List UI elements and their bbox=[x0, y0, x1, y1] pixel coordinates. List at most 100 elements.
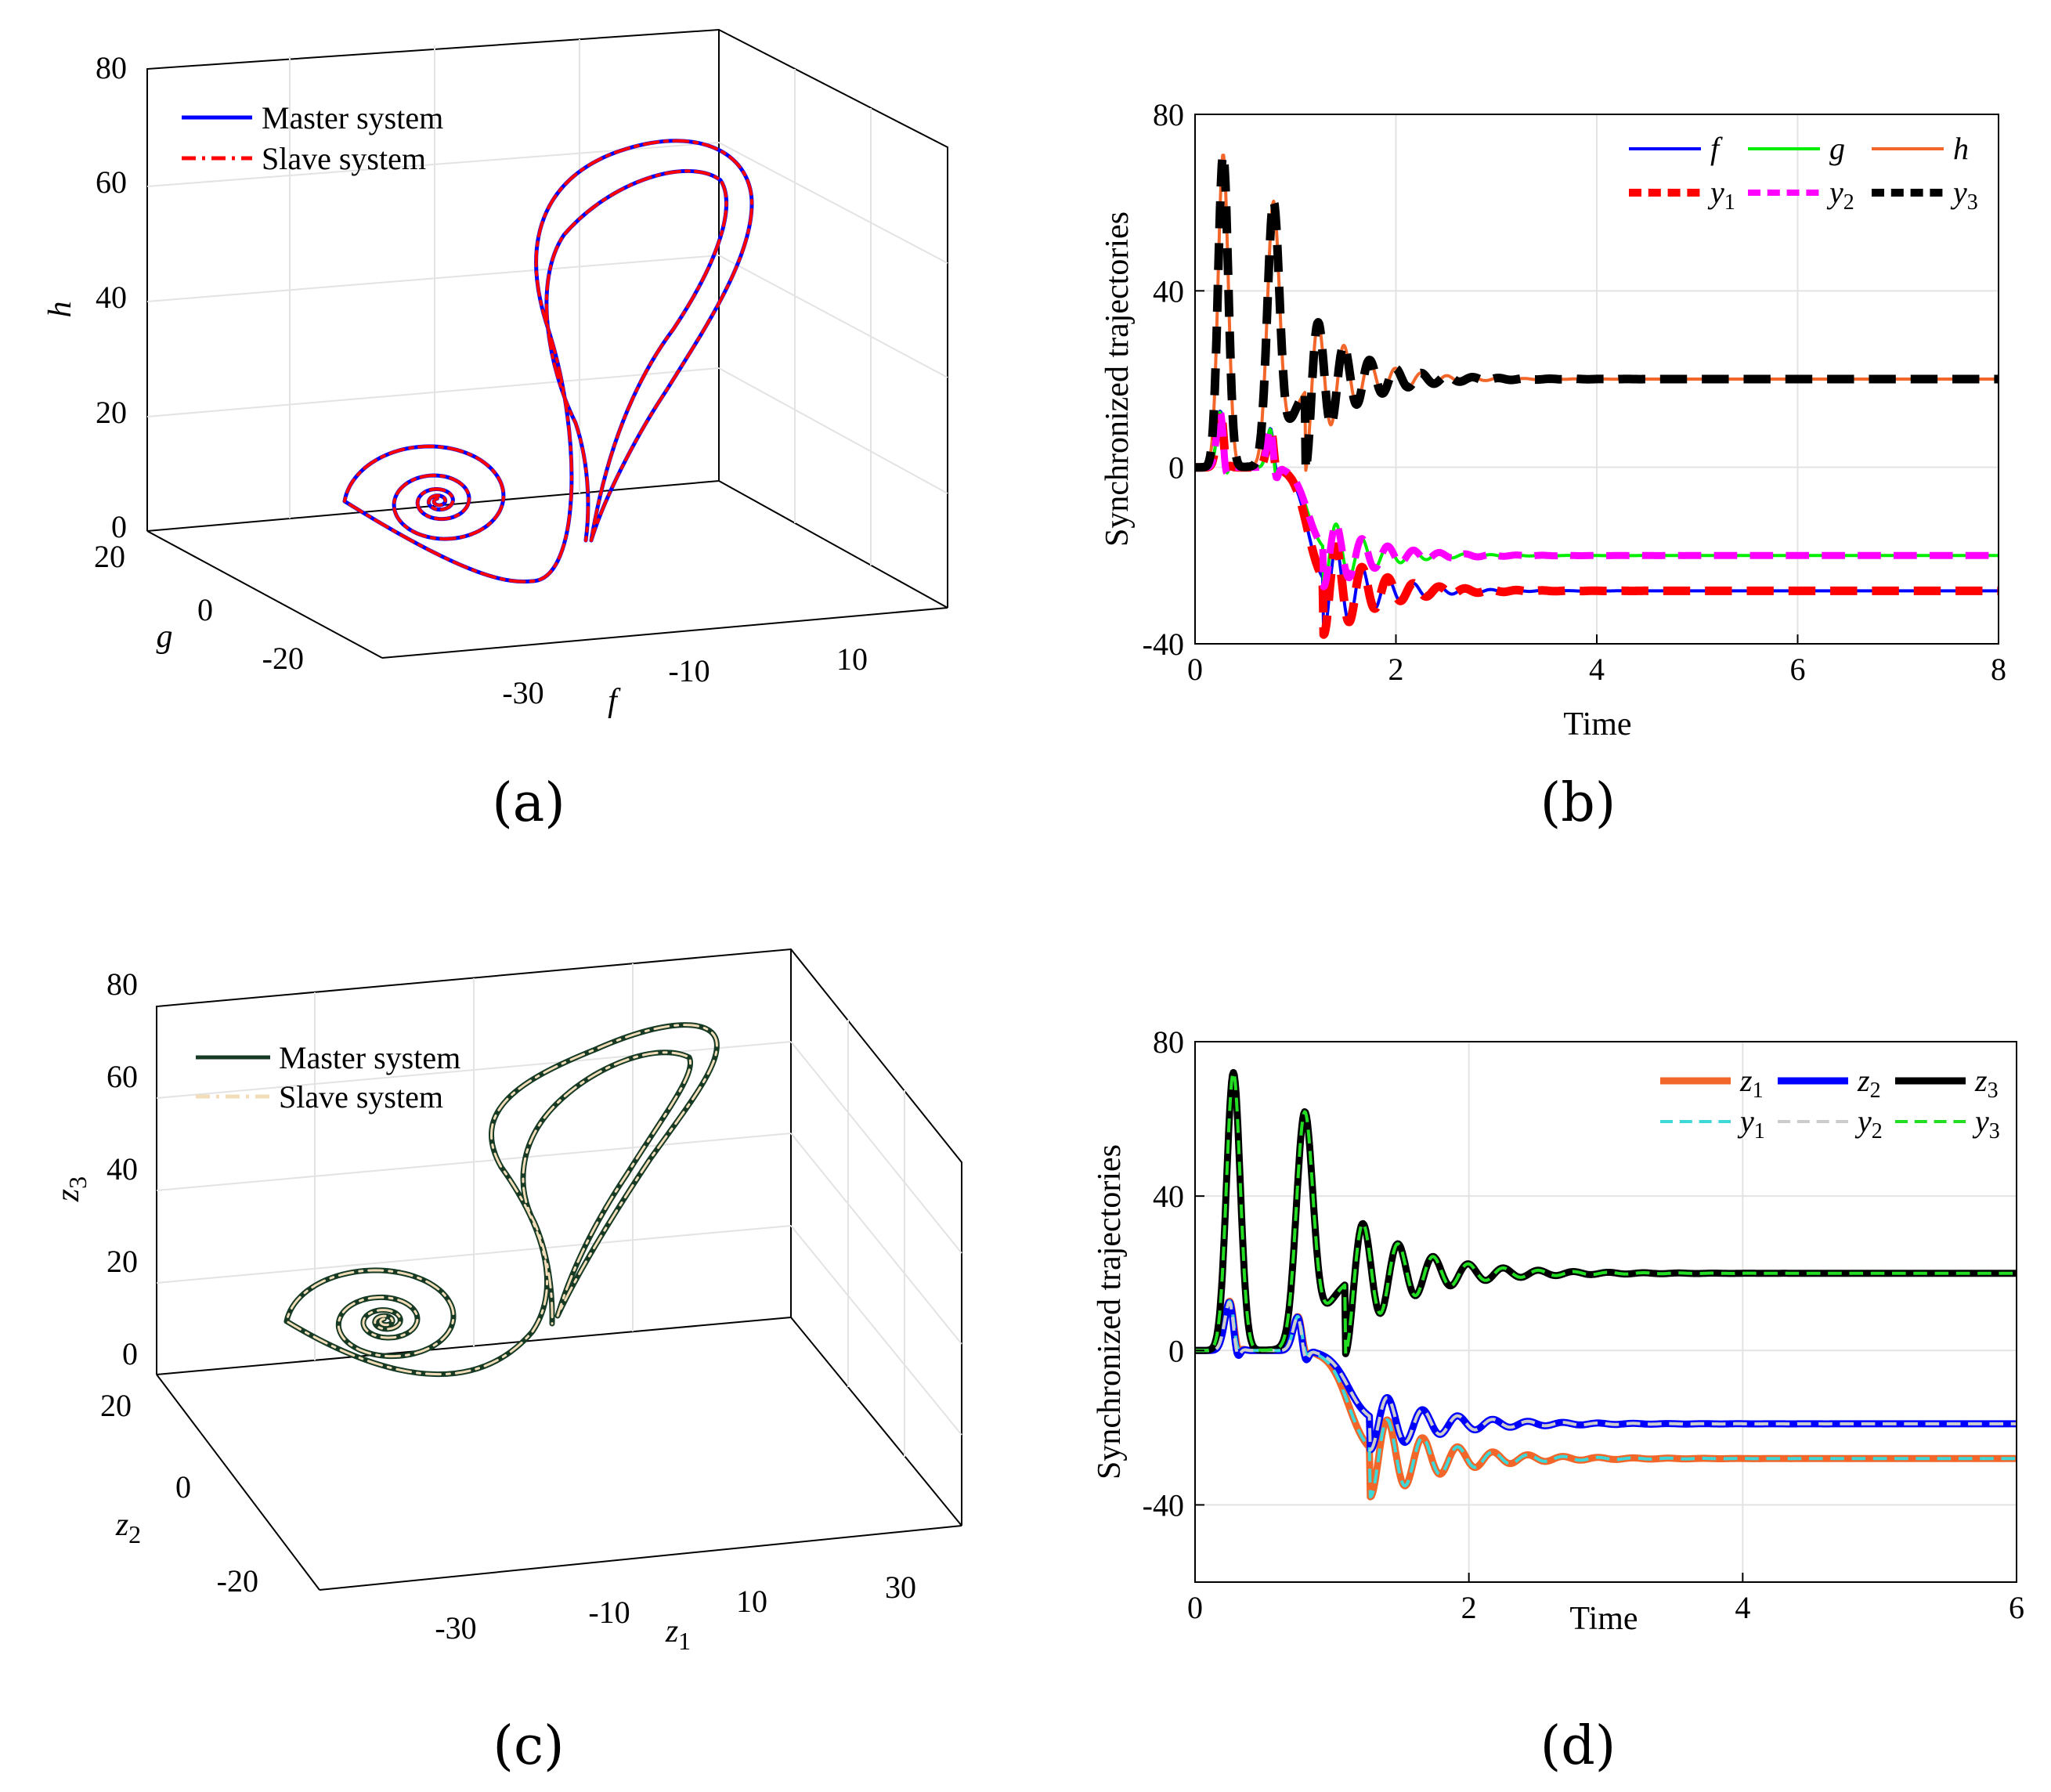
c-x-tick-2: 10 bbox=[736, 1584, 767, 1619]
b-series-y3 bbox=[1191, 150, 2002, 475]
a-trajectory-slave-system bbox=[343, 139, 753, 583]
b-xtick-label-2: 4 bbox=[1589, 652, 1605, 687]
box-c-bottom-front bbox=[319, 1525, 962, 1591]
b-ytick-label-1: 0 bbox=[1168, 450, 1184, 486]
legend-a-master-label: Master system bbox=[262, 100, 443, 135]
b-xtick-label-3: 6 bbox=[1790, 652, 1806, 687]
c-x-tick-0: -30 bbox=[435, 1610, 476, 1646]
d-series-z2 bbox=[1192, 1299, 2020, 1454]
legend-b: f g h y1 y2 y3 bbox=[1629, 131, 1978, 215]
c-z-tick-3: 60 bbox=[107, 1059, 138, 1094]
c-trajectory-slave-system bbox=[285, 1024, 718, 1376]
c-ylabel: z2 bbox=[115, 1507, 141, 1548]
d-legend-label-y1: y1 bbox=[1737, 1104, 1765, 1143]
box-c-bottom-left bbox=[156, 1374, 320, 1591]
d-ytick-label-3: 80 bbox=[1153, 1024, 1184, 1060]
panel-d: 0 2 4 6 -40 0 40 80 Synchronized trajectories T… bbox=[1092, 1024, 2024, 1777]
a-z-tick-0: 0 bbox=[111, 509, 127, 544]
legend-c-master-label: Master system bbox=[279, 1040, 460, 1075]
a-x-tick-2: 10 bbox=[836, 641, 868, 677]
a-z-tick-4: 80 bbox=[96, 50, 127, 85]
c-zlabel-sub: 3 bbox=[63, 1176, 92, 1189]
d-series-z1 bbox=[1192, 1297, 2020, 1501]
c-zlabel: z3 bbox=[50, 1176, 92, 1202]
d-legend-label-y3: y3 bbox=[1972, 1104, 2000, 1143]
grid-d bbox=[1194, 1041, 2017, 1582]
c-y-tick-0: 20 bbox=[100, 1388, 132, 1423]
a-z-tick-2: 40 bbox=[96, 280, 127, 315]
a-z-tick-3: 60 bbox=[96, 164, 127, 200]
c-z-tick-2: 40 bbox=[107, 1151, 138, 1187]
b-legend-label-y1: y1 bbox=[1707, 175, 1735, 215]
d-xtick-label-1: 2 bbox=[1461, 1590, 1477, 1625]
c-ylabel-sub: 2 bbox=[128, 1520, 141, 1548]
legend-a: Master system Slave system bbox=[182, 100, 443, 176]
panel-label-b: (b) bbox=[1540, 772, 1616, 834]
a-y-tick-1: 0 bbox=[197, 592, 213, 627]
b-ytick-label-2: 40 bbox=[1153, 273, 1184, 309]
d-series-y3 bbox=[1194, 1071, 2017, 1356]
d-ytick-label-2: 40 bbox=[1153, 1179, 1184, 1214]
d-xtick-label-0: 0 bbox=[1187, 1590, 1203, 1625]
b-series-y2 bbox=[1192, 408, 2002, 591]
b-xtick-label-4: 8 bbox=[1991, 652, 2006, 687]
c-xlabel-sub: 1 bbox=[678, 1627, 691, 1655]
box-c-floor-right bbox=[790, 1317, 962, 1526]
c-ylabel-text: z bbox=[115, 1507, 128, 1543]
trajectory-c bbox=[283, 1022, 720, 1378]
a-x-tick-1: -10 bbox=[668, 653, 710, 688]
c-y-tick-1: 0 bbox=[175, 1469, 191, 1505]
plot-frame-d bbox=[1194, 1041, 2017, 1583]
c-x-tick-3: 30 bbox=[885, 1570, 916, 1605]
c-x-tick-1: -10 bbox=[588, 1595, 630, 1630]
a-xlabel: f bbox=[608, 683, 621, 719]
box-c-back bbox=[156, 948, 962, 1526]
d-legend-label-z3: z3 bbox=[1974, 1063, 1999, 1103]
panel-label-a: (a) bbox=[492, 772, 565, 834]
d-series-y2 bbox=[1194, 1301, 2017, 1452]
c-z-tick-0: 0 bbox=[122, 1336, 138, 1371]
c-xlabel: z1 bbox=[665, 1613, 691, 1655]
d-legend-label-z1: z1 bbox=[1739, 1063, 1764, 1103]
b-ytick-label-3: 80 bbox=[1153, 97, 1184, 132]
series-d bbox=[1192, 1068, 2020, 1501]
b-xlabel: Time bbox=[1563, 706, 1631, 742]
a-zlabel: h bbox=[42, 302, 78, 318]
box-a-floor-right bbox=[718, 480, 948, 609]
d-series-z3 bbox=[1192, 1068, 2020, 1357]
b-legend-label-h: h bbox=[1953, 131, 1969, 166]
d-xlabel: Time bbox=[1569, 1601, 1638, 1637]
b-legend-label-y2: y2 bbox=[1826, 175, 1854, 215]
a-y-tick-2: -20 bbox=[262, 641, 304, 676]
legend-d: z1 z2 z3 y1 y2 y3 bbox=[1660, 1063, 2000, 1143]
d-legend-label-y2: y2 bbox=[1854, 1104, 1883, 1143]
b-xtick-label-1: 2 bbox=[1388, 652, 1404, 687]
b-xtick-label-0: 0 bbox=[1187, 652, 1203, 687]
a-z-tick-1: 20 bbox=[96, 395, 127, 430]
legend-c-slave-label: Slave system bbox=[279, 1079, 443, 1115]
b-series-y1 bbox=[1191, 406, 2002, 639]
d-ylabel: Synchronized trajectories bbox=[1092, 1144, 1128, 1479]
b-legend-label-g: g bbox=[1829, 131, 1845, 166]
c-z-tick-1: 20 bbox=[107, 1244, 138, 1279]
c-z-tick-4: 80 bbox=[107, 966, 138, 1002]
d-ytick-label-1: 0 bbox=[1168, 1333, 1184, 1368]
a-x-tick-0: -30 bbox=[502, 675, 543, 710]
d-xtick-label-3: 6 bbox=[2009, 1590, 2024, 1625]
c-trajectory-master-system bbox=[283, 1022, 720, 1378]
trajectory-a bbox=[342, 139, 754, 584]
c-zlabel-text: z bbox=[50, 1189, 86, 1202]
box-a-bottom-left bbox=[146, 530, 383, 659]
panel-c: 0 20 40 60 80 20 0 -20 -30 -10 10 30 z3 … bbox=[50, 948, 962, 1777]
ticks-d: 0 2 4 6 -40 0 40 80 bbox=[1143, 1024, 2024, 1625]
b-legend-label-y3: y3 bbox=[1950, 175, 1978, 215]
a-ylabel: g bbox=[157, 619, 173, 655]
b-ytick-label-0: -40 bbox=[1143, 627, 1184, 662]
grid-a bbox=[146, 39, 948, 565]
grid-c bbox=[156, 963, 962, 1457]
panel-label-c: (c) bbox=[493, 1715, 564, 1777]
legend-a-slave-label: Slave system bbox=[262, 141, 426, 176]
box-a-bottom-front bbox=[381, 607, 948, 659]
